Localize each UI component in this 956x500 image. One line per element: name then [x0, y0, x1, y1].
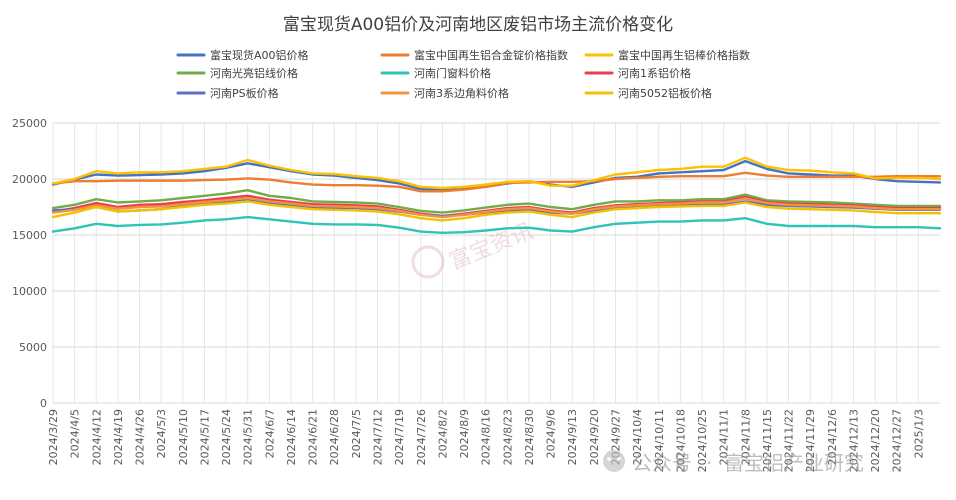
- watermark-bottom-text-2: 富宝铝产业研究: [724, 451, 864, 475]
- x-tick-label: 2025/1/3: [912, 409, 925, 458]
- legend-label: 河南5052铝板价格: [618, 86, 712, 100]
- x-tick-label: 2024/9/13: [566, 409, 579, 465]
- series-line: [51, 196, 942, 219]
- wechat-icon: [603, 450, 625, 472]
- series-line: [51, 200, 942, 222]
- legend-label: 河南光亮铝线价格: [210, 66, 298, 80]
- x-tick-label: 2024/6/28: [328, 409, 341, 465]
- x-tick-label: 2024/7/19: [393, 409, 406, 465]
- series-line: [51, 188, 942, 214]
- series-line: [51, 156, 942, 190]
- series-line: [51, 215, 942, 235]
- legend: 富宝现货A00铝价格 富宝中国再生铝合金锭价格指数 富宝中国再生铝棒价格指数河南光亮…: [176, 48, 750, 100]
- y-axis: 0 5000 10000 15000 20000 25000: [12, 117, 47, 410]
- x-tick-label: 2024/11/1: [718, 409, 731, 465]
- x-tick-label: 2024/4/12: [90, 409, 103, 465]
- x-tick-label: 2024/12/27: [891, 409, 904, 472]
- grid: [52, 122, 940, 404]
- x-tick-label: 2024/12/13: [847, 409, 860, 472]
- legend-label: 河南1系铝价格: [618, 66, 691, 80]
- watermark-separator: ·: [706, 451, 712, 475]
- x-tick-label: 2024/11/29: [804, 409, 817, 472]
- x-tick-label: 2024/4/19: [112, 409, 125, 465]
- x-tick-label: 2024/7/12: [372, 409, 385, 465]
- y-tick-label: 0: [40, 397, 47, 410]
- x-tick-label: 2024/10/18: [674, 409, 687, 472]
- x-tick-label: 2024/4/5: [69, 409, 82, 458]
- x-tick-label: 2024/9/6: [545, 409, 558, 458]
- watermark-bottom-text-1: 公众号: [632, 451, 692, 475]
- y-tick-label: 10000: [12, 285, 47, 298]
- x-tick-label: 2024/9/20: [588, 409, 601, 465]
- legend-label: 富宝中国再生铝棒价格指数: [618, 48, 750, 62]
- x-tick-label: 2024/8/16: [480, 409, 493, 465]
- legend-label: 富宝中国再生铝合金锭价格指数: [414, 48, 568, 62]
- x-tick-label: 2024/5/3: [155, 409, 168, 458]
- x-tick-label: 2024/12/6: [826, 409, 839, 465]
- legend-label: 河南3系边角料价格: [414, 86, 509, 100]
- legend-label: 富宝现货A00铝价格: [210, 48, 309, 62]
- x-tick-label: 2024/7/5: [350, 409, 363, 458]
- x-tick-label: 2024/6/7: [263, 409, 276, 458]
- x-tick-label: 2024/11/22: [783, 409, 796, 472]
- x-tick-label: 2024/8/9: [458, 409, 471, 458]
- x-tick-label: 2024/8/30: [523, 409, 536, 465]
- y-tick-label: 15000: [12, 229, 47, 242]
- x-tick-label: 2024/7/26: [415, 409, 428, 465]
- x-tick-label: 2024/5/17: [198, 409, 211, 465]
- x-axis: 2024/3/29 2024/4/5 2024/4/12 2024/4/19 2024/…: [47, 409, 925, 472]
- x-tick-label: 2024/4/26: [134, 409, 147, 465]
- series-lines: [51, 156, 942, 235]
- y-tick-label: 20000: [12, 173, 47, 186]
- x-tick-label: 2024/10/11: [653, 409, 666, 472]
- x-tick-label: 2024/3/29: [47, 409, 60, 465]
- x-tick-label: 2024/11/15: [761, 409, 774, 472]
- x-tick-label: 2024/5/10: [177, 409, 190, 465]
- x-tick-label: 2024/5/31: [242, 409, 255, 465]
- y-tick-label: 5000: [19, 341, 47, 354]
- series-line: [51, 171, 942, 193]
- chart-title: 富宝现货A00铝价及河南地区废铝市场主流价格变化: [283, 15, 673, 35]
- legend-label: 河南门窗料价格: [414, 66, 491, 80]
- legend-label: 河南PS板价格: [210, 86, 279, 100]
- y-tick-label: 25000: [12, 117, 47, 130]
- x-tick-label: 2024/12/20: [869, 409, 882, 472]
- x-tick-label: 2024/10/4: [631, 409, 644, 465]
- x-tick-label: 2024/8/2: [436, 409, 449, 458]
- x-tick-label: 2024/8/23: [501, 409, 514, 465]
- x-tick-label: 2024/6/14: [285, 409, 298, 465]
- x-tick-label: 2024/5/24: [220, 409, 233, 465]
- x-tick-label: 2024/10/25: [696, 409, 709, 472]
- x-tick-label: 2024/6/21: [307, 409, 320, 465]
- watermark-bottom: 公众号 · 富宝铝产业研究: [603, 450, 864, 475]
- watermark-logo-icon: [411, 245, 445, 279]
- x-tick-label: 2024/11/8: [739, 409, 752, 465]
